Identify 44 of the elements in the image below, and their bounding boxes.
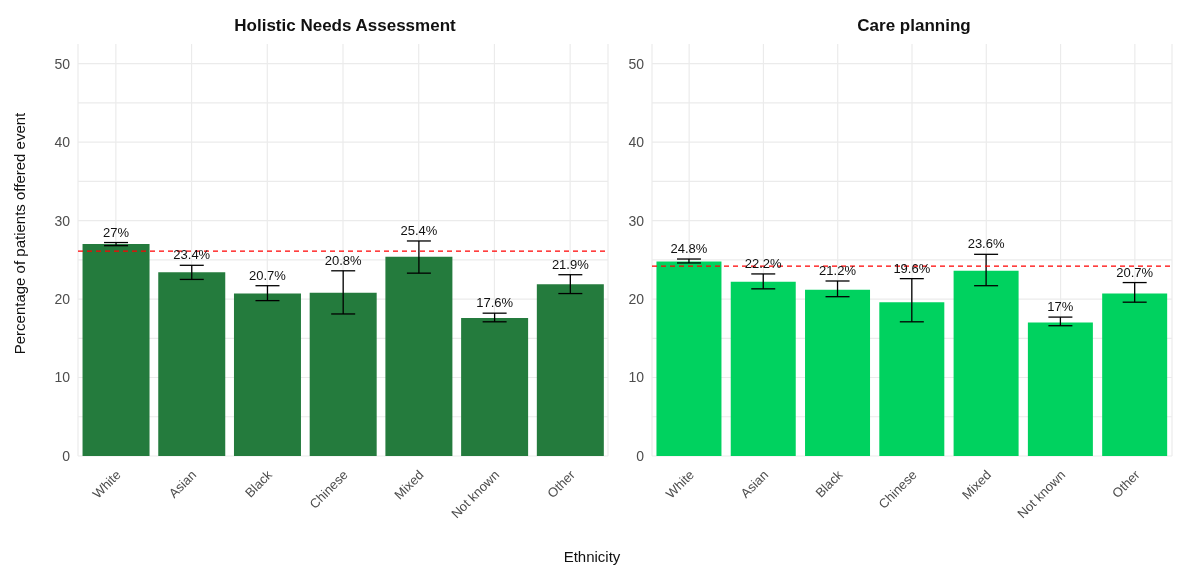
y-tick-label: 30 — [54, 212, 71, 229]
chart-title: Care planning — [856, 16, 972, 36]
y-tick-label: 10 — [54, 369, 71, 386]
data-label: 23.4% — [173, 247, 211, 263]
y-tick-label: 30 — [628, 212, 645, 229]
y-tick-label: 20 — [628, 291, 645, 308]
data-label: 19.6% — [893, 260, 931, 276]
bar — [1102, 293, 1168, 456]
data-label: 21.9% — [551, 256, 590, 272]
bar — [879, 302, 945, 456]
data-label: 23.6% — [967, 236, 1005, 252]
data-label: 20.7% — [249, 267, 287, 283]
y-tick-label: 0 — [636, 447, 645, 464]
y-tick-label: 0 — [62, 447, 71, 464]
bar — [953, 270, 1019, 456]
y-tick-label: 40 — [628, 134, 645, 151]
y-axis-title: Percentage of patients offered event — [11, 112, 29, 354]
data-label: 20.7% — [1116, 264, 1154, 280]
bar — [536, 284, 604, 456]
bar — [82, 244, 150, 456]
bar — [158, 272, 226, 456]
bar — [309, 292, 377, 456]
bar — [805, 289, 871, 456]
bar — [1027, 322, 1093, 456]
y-tick-label: 20 — [54, 291, 71, 308]
data-label: 17.6% — [476, 295, 514, 311]
data-label: 24.8% — [670, 241, 708, 257]
bar — [461, 317, 529, 456]
data-label: 21.2% — [819, 263, 857, 278]
y-tick-label: 50 — [628, 55, 645, 72]
x-axis-title: Ethnicity — [562, 548, 622, 565]
y-tick-label: 40 — [54, 134, 71, 151]
bar — [233, 293, 301, 456]
data-label: 22.2% — [744, 255, 783, 271]
chart-title: Holistic Needs Assessment — [233, 16, 457, 36]
bar — [656, 261, 722, 456]
y-tick-label: 10 — [628, 369, 645, 386]
data-label: 20.8% — [324, 252, 363, 268]
bar — [385, 256, 453, 456]
y-tick-label: 50 — [54, 55, 71, 72]
data-label: 17% — [1047, 299, 1074, 315]
data-label: 25.4% — [400, 222, 438, 238]
data-label: 27% — [103, 224, 130, 240]
bar — [730, 281, 796, 456]
